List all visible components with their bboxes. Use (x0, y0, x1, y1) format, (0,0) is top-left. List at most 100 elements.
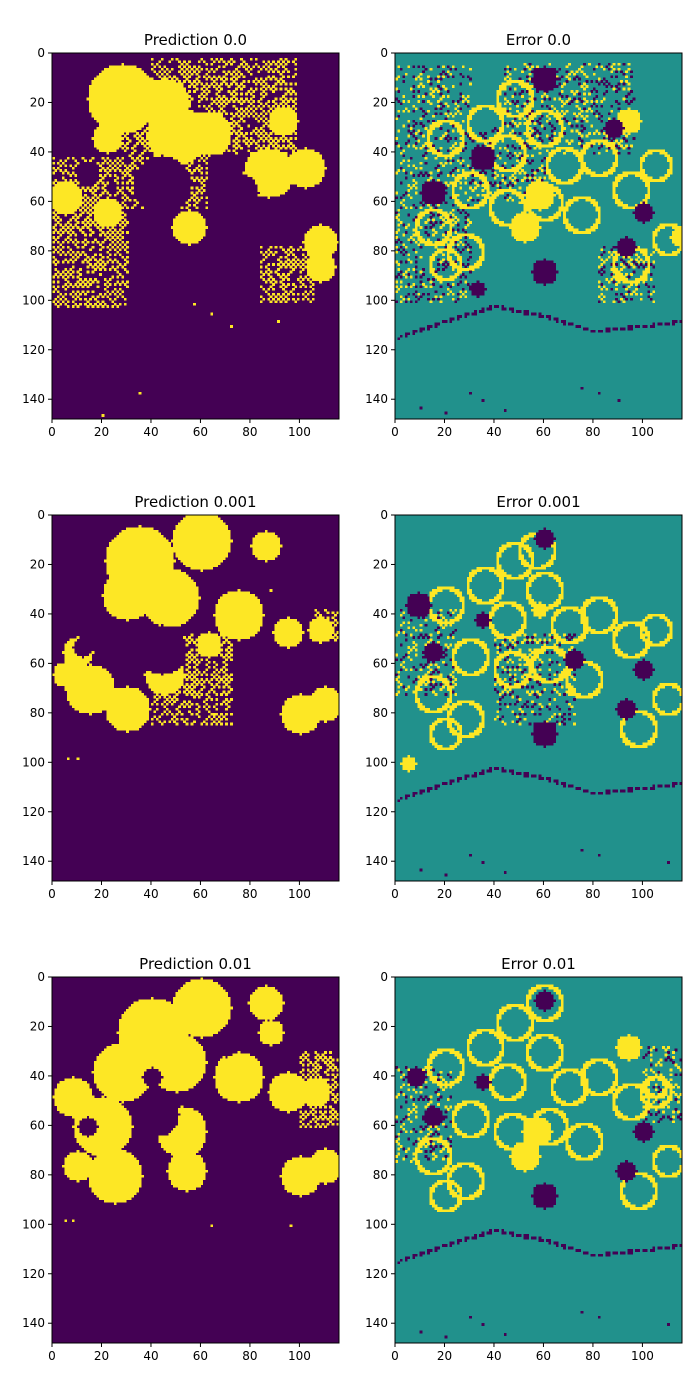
prediction-0-0-ytick-label: 100 (22, 293, 45, 307)
prediction-0-01-xtick-label: 40 (143, 1349, 158, 1363)
prediction-0-001-ytick-label: 140 (22, 854, 45, 868)
error-0-01-xtick-label: 80 (585, 1349, 600, 1363)
prediction-0-01-xtick-label: 100 (288, 1349, 311, 1363)
error-0-01-xtick-label: 40 (486, 1349, 501, 1363)
error-0-0-title: Error 0.0 (506, 31, 571, 49)
prediction-0-01-xtick-label: 0 (48, 1349, 56, 1363)
error-0-001-ytick-label: 60 (373, 656, 388, 670)
error-0-01-ytick-label: 100 (365, 1217, 388, 1231)
error-0-001-ytick-label: 140 (365, 854, 388, 868)
error-0-001-title: Error 0.001 (496, 493, 580, 511)
prediction-0-001-xtick-label: 20 (94, 887, 109, 901)
error-0-001-cells (395, 527, 682, 877)
error-0-01-xtick-label: 100 (631, 1349, 654, 1363)
error-0-01-ytick-label: 40 (373, 1069, 388, 1083)
error-0-001-xtick-label: 20 (437, 887, 452, 901)
prediction-0-0-cells (52, 57, 339, 417)
prediction-0-01-ytick-label: 20 (30, 1019, 45, 1033)
prediction-0-001-xtick-label: 0 (48, 887, 56, 901)
error-0-01-ytick-label: 60 (373, 1118, 388, 1132)
prediction-0-001-ytick-label: 0 (37, 508, 45, 522)
error-0-0-xtick-label: 100 (631, 425, 654, 439)
error-0-0-xtick-label: 0 (391, 425, 399, 439)
error-0-01-title: Error 0.01 (501, 955, 576, 973)
prediction-0-01-title: Prediction 0.01 (139, 955, 252, 973)
error-0-0-ytick-label: 40 (373, 145, 388, 159)
prediction-0-01-ytick-label: 60 (30, 1118, 45, 1132)
error-0-0-ytick-label: 120 (365, 343, 388, 357)
prediction-0-01-ytick-label: 40 (30, 1069, 45, 1083)
prediction-0-01-panel: Prediction 0.01 0 20 40 60 80 100 0 20 40 60 80 100 1… (22, 955, 340, 1363)
error-0-01-xtick-label: 20 (437, 1349, 452, 1363)
error-0-01-panel: Error 0.01 0 20 40 60 80 100 0 20 40 60 80 100 120 140 (365, 955, 683, 1363)
prediction-0-001-xtick-label: 100 (288, 887, 311, 901)
prediction-0-01-xtick-label: 60 (193, 1349, 208, 1363)
prediction-0-0-ytick-label: 40 (30, 145, 45, 159)
error-0-0-ytick-label: 140 (365, 392, 388, 406)
prediction-0-0-ytick-label: 140 (22, 392, 45, 406)
error-0-0-frame (394, 52, 683, 420)
prediction-0-01-ytick-label: 100 (22, 1217, 45, 1231)
error-0-001-frame (394, 514, 683, 882)
prediction-0-0-frame (51, 52, 340, 420)
error-0-0-panel: Error 0.0 0 20 40 60 80 100 0 20 40 60 80 100 120 140 (365, 31, 683, 439)
prediction-0-01-cells (52, 977, 339, 1228)
prediction-0-001-ytick-label: 40 (30, 607, 45, 621)
prediction-0-001-ytick-label: 20 (30, 557, 45, 571)
error-0-001-xtick-label: 40 (486, 887, 501, 901)
error-0-001-ytick-label: 80 (373, 706, 388, 720)
prediction-0-0-xtick-label: 60 (193, 425, 208, 439)
prediction-0-01-ytick-label: 120 (22, 1267, 45, 1281)
prediction-0-0-xtick-label: 20 (94, 425, 109, 439)
prediction-0-0-xtick-label: 40 (143, 425, 158, 439)
error-0-0-xtick-label: 80 (585, 425, 600, 439)
error-0-01-frame (394, 976, 683, 1344)
prediction-0-0-xtick-label: 0 (48, 425, 56, 439)
prediction-0-001-frame (51, 514, 340, 882)
error-0-001-ytick-label: 120 (365, 805, 388, 819)
error-0-001-xtick-label: 100 (631, 887, 654, 901)
error-0-0-ytick-label: 0 (380, 46, 388, 60)
prediction-0-001-ytick-label: 80 (30, 706, 45, 720)
error-0-0-ytick-label: 60 (373, 194, 388, 208)
prediction-0-0-ytick-label: 80 (30, 244, 45, 258)
prediction-0-001-xtick-label: 40 (143, 887, 158, 901)
prediction-0-001-title: Prediction 0.001 (134, 493, 256, 511)
prediction-0-01-xtick-label: 20 (94, 1349, 109, 1363)
error-0-0-xtick-label: 60 (536, 425, 551, 439)
prediction-0-001-xtick-label: 60 (193, 887, 208, 901)
prediction-0-01-ytick-label: 0 (37, 970, 45, 984)
prediction-0-01-frame (51, 976, 340, 1344)
error-0-0-ytick-label: 80 (373, 244, 388, 258)
error-0-01-ytick-label: 120 (365, 1267, 388, 1281)
error-0-001-ytick-label: 20 (373, 557, 388, 571)
error-0-01-ytick-label: 80 (373, 1168, 388, 1182)
error-0-01-cells (395, 984, 682, 1339)
prediction-0-0-title: Prediction 0.0 (144, 31, 247, 49)
prediction-0-0-ytick-label: 0 (37, 46, 45, 60)
prediction-0-0-ytick-label: 20 (30, 95, 45, 109)
error-0-001-xtick-label: 80 (585, 887, 600, 901)
prediction-0-001-cells (52, 515, 339, 761)
prediction-0-0-ytick-label: 60 (30, 194, 45, 208)
prediction-0-001-ytick-label: 60 (30, 656, 45, 670)
prediction-0-001-ytick-label: 120 (22, 805, 45, 819)
error-0-001-xtick-label: 0 (391, 887, 399, 901)
error-0-01-ytick-label: 140 (365, 1316, 388, 1330)
error-0-01-xtick-label: 60 (536, 1349, 551, 1363)
error-0-001-ytick-label: 0 (380, 508, 388, 522)
prediction-0-0-panel: Prediction 0.0 0 20 40 60 80 100 0 20 40 60 80 100 12… (22, 31, 340, 439)
error-0-0-xtick-label: 20 (437, 425, 452, 439)
prediction-0-0-xtick-label: 80 (242, 425, 257, 439)
error-0-01-xtick-label: 0 (391, 1349, 399, 1363)
error-0-0-xtick-label: 40 (486, 425, 501, 439)
error-0-001-xtick-label: 60 (536, 887, 551, 901)
prediction-0-0-xtick-label: 100 (288, 425, 311, 439)
prediction-0-01-ytick-label: 140 (22, 1316, 45, 1330)
error-0-001-panel: Error 0.001 0 20 40 60 80 100 0 20 40 60 80 100 120 14… (365, 493, 683, 901)
prediction-0-0-ytick-label: 120 (22, 343, 45, 357)
error-0-0-cells (395, 62, 682, 415)
prediction-0-01-ytick-label: 80 (30, 1168, 45, 1182)
error-0-01-ytick-label: 0 (380, 970, 388, 984)
